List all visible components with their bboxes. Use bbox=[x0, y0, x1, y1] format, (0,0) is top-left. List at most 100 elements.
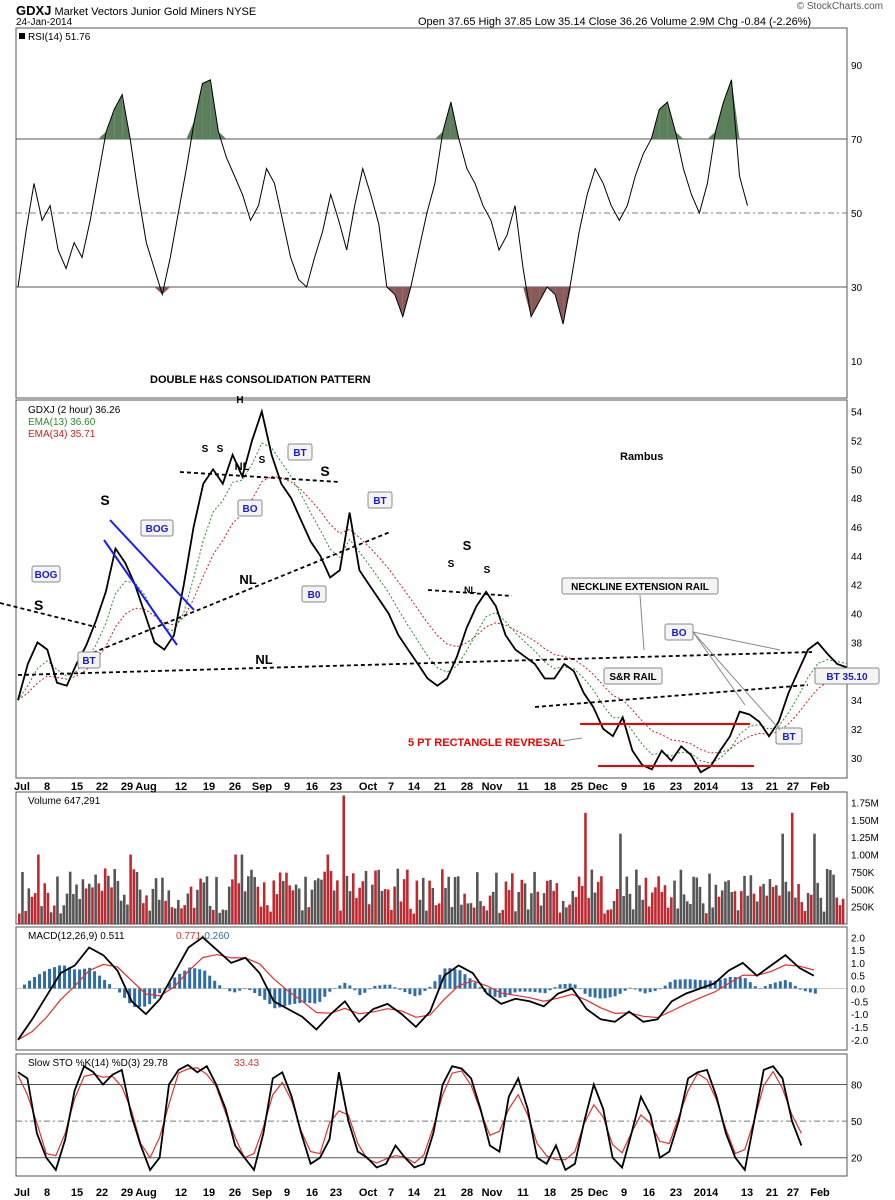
volume-bar bbox=[199, 878, 202, 924]
macd-hist-bar bbox=[238, 988, 242, 991]
volume-bar bbox=[386, 889, 390, 924]
volume-bar bbox=[262, 882, 266, 924]
volume-bar bbox=[701, 903, 705, 924]
macd-hist-bar bbox=[748, 982, 752, 989]
rsi-legend: RSI(14) 51.76 bbox=[28, 32, 91, 43]
price-tick-label: 30 bbox=[851, 754, 863, 765]
sto-x-tick: 19 bbox=[203, 1187, 215, 1199]
volume-bar bbox=[444, 887, 447, 924]
volume-tick-label: 750K bbox=[851, 868, 875, 879]
price-x-tick: 23 bbox=[670, 781, 682, 793]
macd-hist-bar bbox=[588, 988, 592, 997]
volume-tick-label: 1.50M bbox=[851, 816, 879, 827]
sto-tick-label: 20 bbox=[851, 1154, 863, 1165]
volume-bar bbox=[243, 891, 247, 924]
price-x-tick: 15 bbox=[71, 781, 83, 793]
sto-legend-d: 33.43 bbox=[234, 1058, 259, 1069]
rsi-oversold-fill bbox=[162, 287, 171, 295]
volume-bar bbox=[100, 890, 104, 924]
volume-bar bbox=[571, 890, 575, 924]
macd-hist-bar bbox=[88, 967, 92, 989]
volume-bar bbox=[679, 869, 683, 924]
macd-hist-bar bbox=[593, 988, 597, 998]
rsi-overbought-fill bbox=[675, 131, 684, 139]
sto-x-tick: 8 bbox=[44, 1187, 50, 1199]
price-x-tick: 7 bbox=[388, 781, 394, 793]
price-x-tick: Aug bbox=[135, 781, 156, 793]
volume-tick-label: 1.75M bbox=[851, 798, 879, 809]
macd-hist-bar bbox=[638, 988, 642, 992]
volume-bar bbox=[65, 893, 69, 924]
price-x-tick: 27 bbox=[787, 781, 799, 793]
volume-bar bbox=[336, 880, 339, 924]
macd-hist-bar bbox=[313, 988, 317, 1004]
volume-bar bbox=[421, 877, 425, 924]
macd-hist-bar bbox=[348, 985, 352, 989]
ema13-legend: EMA(13) 36.60 bbox=[28, 417, 96, 428]
volume-bar bbox=[453, 877, 457, 924]
macd-hist-bar bbox=[583, 988, 587, 994]
price-tick-label: 32 bbox=[851, 725, 863, 736]
label-bt-4: BT bbox=[782, 732, 795, 743]
label-s-5: S bbox=[259, 455, 266, 466]
volume-bar bbox=[231, 879, 234, 924]
left-shoulder-rail bbox=[0, 602, 97, 628]
volume-bar bbox=[310, 889, 314, 924]
label-nl-first: NL bbox=[239, 572, 256, 587]
volume-bar bbox=[622, 895, 625, 924]
macd-hist-bar bbox=[558, 984, 562, 989]
volume-bar bbox=[469, 903, 473, 924]
label-bt-3: BT bbox=[373, 496, 386, 507]
macd-hist-bar bbox=[718, 979, 722, 989]
sto-x-tick: Sep bbox=[252, 1187, 272, 1199]
volume-bar bbox=[511, 873, 514, 924]
volume-bar bbox=[488, 895, 492, 924]
volume-bar bbox=[816, 882, 819, 924]
macd-hist-bar bbox=[148, 988, 152, 1005]
label-bog-2: BOG bbox=[146, 524, 169, 535]
sto-d-line bbox=[17, 1067, 802, 1164]
volume-bar bbox=[351, 873, 355, 924]
sto-x-tick: 11 bbox=[517, 1187, 529, 1199]
macd-hist-bar bbox=[258, 988, 262, 996]
volume-bar bbox=[297, 888, 301, 924]
volume-bar bbox=[91, 887, 94, 924]
volume-bar bbox=[542, 893, 546, 924]
volume-bar bbox=[390, 909, 393, 924]
volume-bar bbox=[555, 883, 559, 924]
price-x-tick: 18 bbox=[544, 781, 556, 793]
volume-bar bbox=[460, 904, 463, 924]
volume-bar bbox=[612, 901, 616, 924]
volume-bar bbox=[358, 887, 361, 924]
price-x-tick: 28 bbox=[461, 781, 473, 793]
volume-bar bbox=[402, 879, 406, 924]
macd-hist-bar bbox=[248, 988, 252, 991]
volume-bar bbox=[762, 883, 765, 924]
volume-bar bbox=[447, 876, 450, 924]
volume-bar bbox=[43, 883, 47, 924]
label-bo-1: BO bbox=[243, 504, 258, 515]
volume-bar bbox=[514, 911, 517, 924]
volume-bar bbox=[380, 890, 384, 924]
panel-frame-sto bbox=[15, 1053, 848, 1177]
volume-bar bbox=[177, 899, 180, 924]
volume-bar bbox=[491, 891, 495, 924]
macd-hist-bar bbox=[213, 980, 217, 989]
volume-bar bbox=[406, 869, 409, 924]
macd-hist-bar bbox=[48, 968, 52, 989]
volume-bar bbox=[167, 890, 171, 924]
volume-bar bbox=[673, 880, 676, 924]
rsi-overbought-fill bbox=[98, 131, 107, 139]
macd-hist-bar bbox=[33, 976, 37, 989]
price-x-tick: Oct bbox=[359, 781, 378, 793]
macd-hist-bar bbox=[658, 988, 662, 990]
volume-bar bbox=[196, 889, 199, 924]
volume-bar bbox=[654, 887, 657, 924]
macd-hist-bar bbox=[243, 988, 247, 990]
volume-bar bbox=[644, 877, 648, 924]
volume-bar bbox=[348, 891, 352, 924]
macd-hist-bar bbox=[28, 980, 32, 989]
macd-hist-bar bbox=[408, 988, 412, 995]
volume-bar bbox=[641, 899, 645, 924]
volume-bar bbox=[126, 904, 129, 924]
